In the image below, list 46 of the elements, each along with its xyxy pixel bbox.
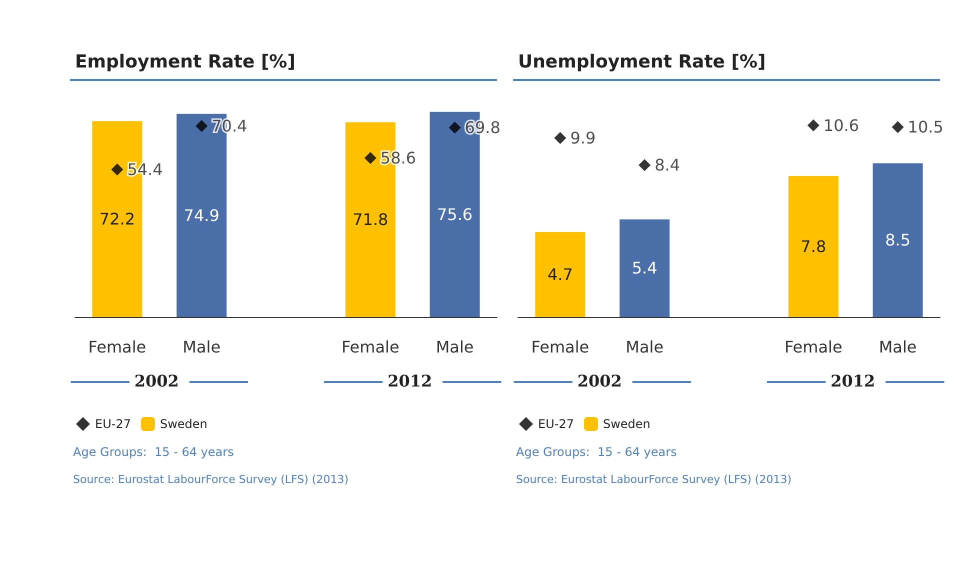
- text: 2012: [388, 372, 432, 390]
- point: [638, 159, 651, 172]
- data-label: 75.6: [436, 204, 473, 224]
- x-tick-label: Female: [88, 338, 146, 356]
- point: [807, 119, 820, 132]
- text: 2002: [577, 372, 622, 390]
- chart-title: Unemployment Rate [%]: [518, 52, 766, 72]
- bar: [535, 232, 586, 317]
- x-tick-label: Male: [626, 338, 664, 356]
- data-label: 10.5: [908, 118, 944, 137]
- data-label: 8.4: [654, 156, 680, 175]
- x-tick-label: Male: [182, 338, 221, 356]
- x-tick-label: Female: [784, 338, 842, 356]
- point: [448, 122, 461, 134]
- text: 2012: [830, 372, 876, 390]
- data-label: 10.6: [823, 116, 860, 135]
- x-tick-label: Male: [878, 338, 917, 356]
- source-note: Source: Eurostat LabourForce Survey (LFS) (2013): [73, 473, 349, 486]
- data-label: 5.4: [632, 258, 658, 278]
- data-label: 71.8: [352, 210, 388, 230]
- bar: [872, 163, 923, 317]
- legend-label: EU-27: [538, 417, 574, 431]
- bar: [788, 176, 838, 317]
- data-label: 72.2: [99, 210, 136, 229]
- data-label: 7.8: [800, 236, 826, 256]
- chart-title: Employment Rate [%]: [75, 52, 296, 72]
- data-label: 4.7: [547, 265, 573, 284]
- point: [892, 121, 904, 134]
- data-label: 74.9: [184, 206, 220, 225]
- point: [364, 152, 376, 164]
- point: [111, 163, 124, 176]
- legend-label: Sweden: [160, 417, 208, 431]
- text: Age Groups: 15 - 64 years: [73, 445, 234, 459]
- x-tick-label: Female: [341, 338, 400, 356]
- data-label: 8.5: [885, 230, 911, 250]
- x-tick-label: Male: [436, 338, 474, 356]
- legend-label: EU-27: [95, 417, 131, 431]
- point: [196, 120, 208, 132]
- bar: [620, 219, 670, 317]
- point: [554, 132, 566, 144]
- legend-label: Sweden: [602, 417, 650, 431]
- data-label: 9.9: [570, 128, 596, 148]
- source-note: Source: Eurostat LabourForce Survey (LFS) (2013): [516, 473, 792, 486]
- text: Age Groups: 15 - 64 years: [516, 445, 677, 459]
- text: 2002: [134, 372, 179, 390]
- x-tick-label: Female: [531, 338, 590, 356]
